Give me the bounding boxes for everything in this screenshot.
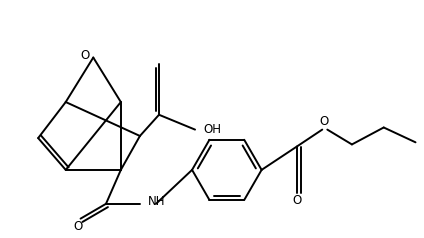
Text: O: O xyxy=(292,194,301,207)
Text: O: O xyxy=(80,49,89,62)
Text: O: O xyxy=(320,115,329,129)
Text: OH: OH xyxy=(204,123,221,136)
Text: O: O xyxy=(74,220,83,233)
Text: NH: NH xyxy=(148,195,165,208)
